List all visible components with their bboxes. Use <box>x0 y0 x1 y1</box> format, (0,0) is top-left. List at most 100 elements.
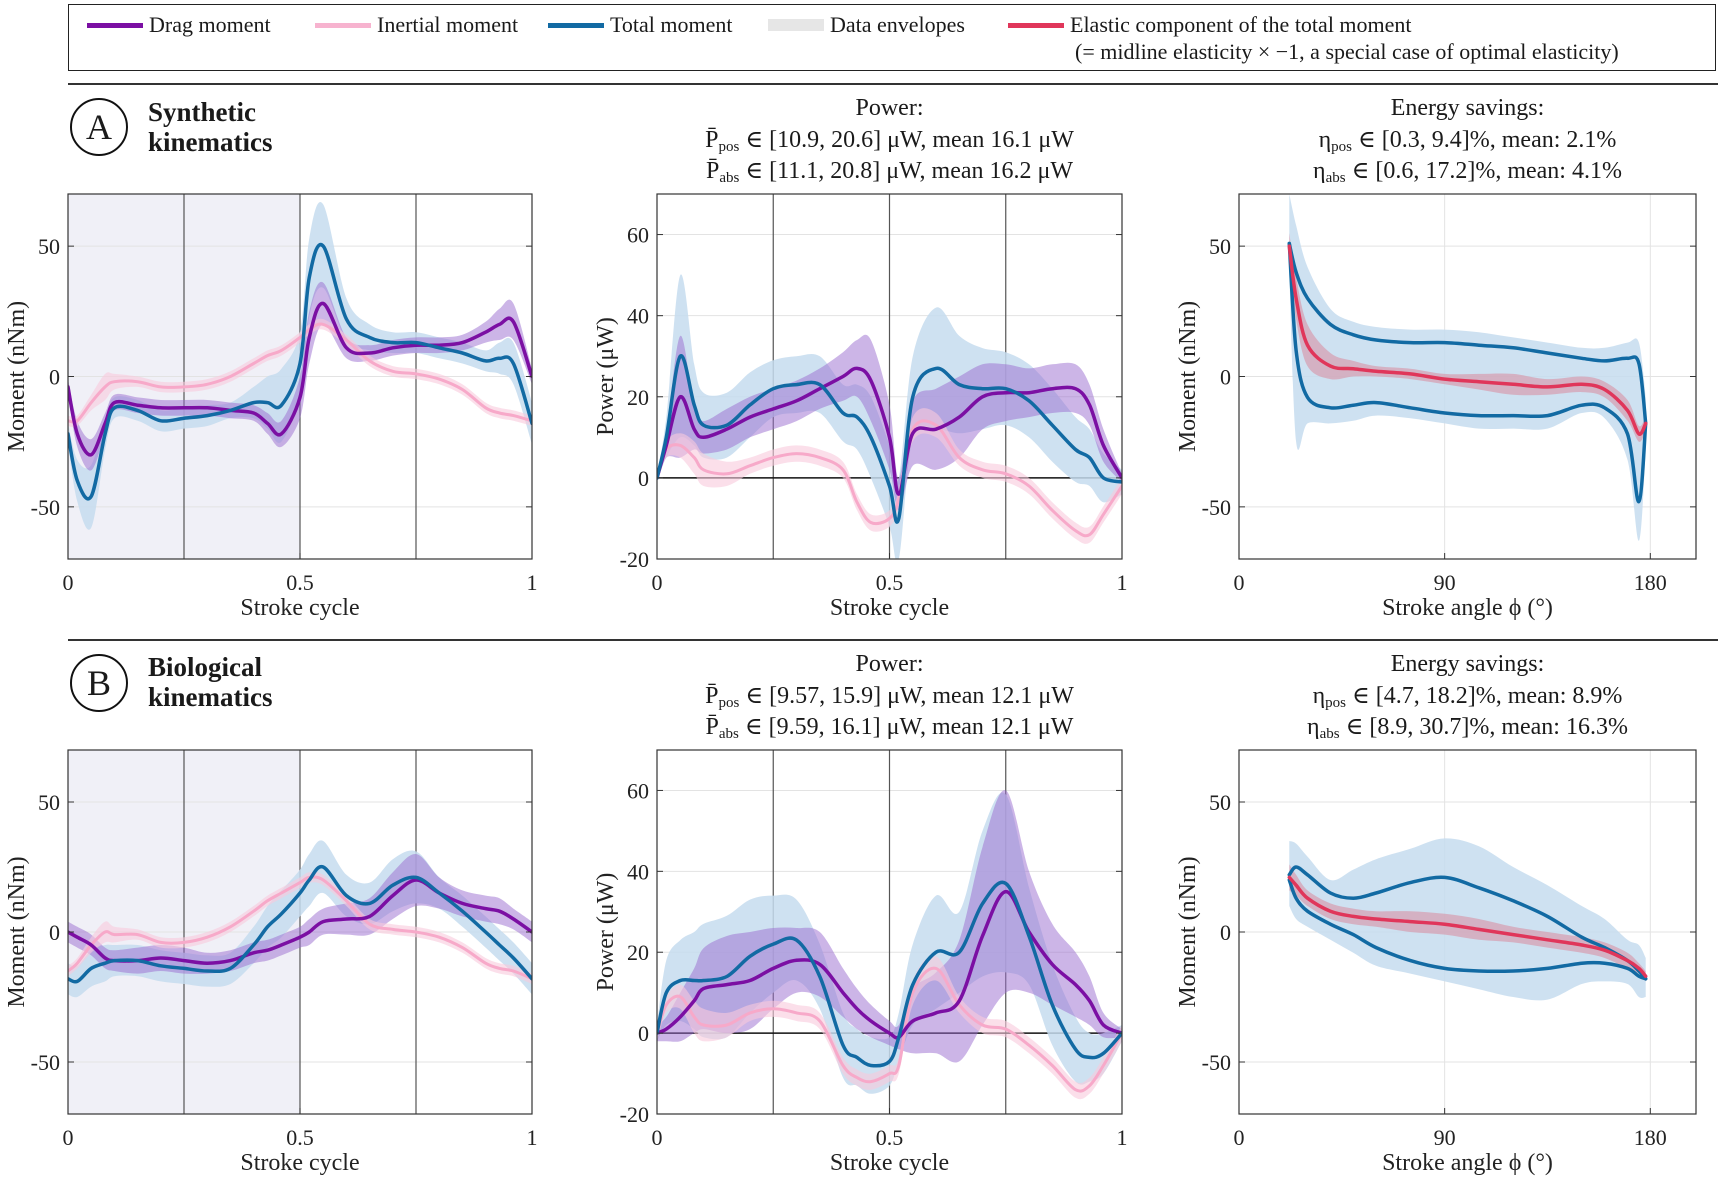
panel-title-heading: Energy savings: <box>1390 651 1545 677</box>
y-tick-label: -20 <box>620 1102 649 1127</box>
drag-moment-line <box>68 301 532 457</box>
legend-item-envelopes: Data envelopes <box>768 12 965 38</box>
drag-moment-line <box>657 889 1122 1040</box>
total-moment-line <box>657 354 1122 524</box>
x-tick-label: 180 <box>1634 570 1667 595</box>
title-symbol: η <box>1312 683 1326 709</box>
y-axis-label: Moment (nNm) <box>1175 856 1201 1007</box>
y-tick-label: 0 <box>1220 365 1231 390</box>
title-symbol: P̄ <box>705 158 720 184</box>
x-tick-label: 1 <box>1117 1125 1128 1150</box>
title-text: ∈ [0.3, 9.4]%, mean: 2.1% <box>1352 127 1617 153</box>
y-tick-label: 50 <box>1209 234 1231 259</box>
x-tick-label: 0 <box>652 570 663 595</box>
x-tick-label: 0 <box>1234 570 1245 595</box>
y-tick-label: 0 <box>638 1021 649 1046</box>
panel-letter-a: A <box>70 98 128 156</box>
y-tick-label: 0 <box>1220 920 1231 945</box>
legend-label: Elastic component of the total moment <box>1070 12 1412 37</box>
title-text: ∈ [8.9, 30.7]%, mean: 16.3% <box>1339 714 1628 740</box>
x-axis-label: Stroke cycle <box>240 595 359 621</box>
plot-area <box>1239 750 1696 1114</box>
inertial-envelope <box>657 955 1122 1100</box>
y-tick-label: 60 <box>627 223 649 248</box>
x-tick-label: 1 <box>527 570 538 595</box>
y-axis-label: Power (μW) <box>593 873 619 992</box>
inertial-envelope <box>68 318 532 428</box>
x-axis-label: Stroke angle ϕ (°) <box>1382 595 1553 621</box>
row-title-b: Biological kinematics <box>148 652 273 712</box>
total-moment-line <box>68 864 532 984</box>
elastic-envelope <box>1289 864 1646 982</box>
title-subscript: pos <box>1325 695 1347 711</box>
y-tick-label: 20 <box>627 385 649 410</box>
total-moment-lower-line <box>1287 241 1648 504</box>
chart-B-moment: -50 0 50 0 0.5 1 Stroke cycle Moment (nNm) <box>4 749 538 1176</box>
x-tick-label: 0.5 <box>286 570 314 595</box>
y-axis-label: Moment (nNm) <box>4 301 30 452</box>
y-tick-label: 20 <box>627 940 649 965</box>
drag-moment-line <box>657 366 1122 496</box>
title-subscript: abs <box>1325 170 1346 186</box>
panel-title-line: ηpos ∈ [4.7, 18.2]%, mean: 8.9% <box>1208 682 1725 717</box>
x-tick-label: 0.5 <box>876 1125 904 1150</box>
title-symbol: η <box>1318 127 1332 153</box>
legend-label: Data envelopes <box>830 12 965 37</box>
y-tick-label: 0 <box>49 365 60 390</box>
elastic-component-line <box>1287 875 1648 978</box>
legend-label: Total moment <box>610 12 733 37</box>
y-tick-label: 50 <box>1209 790 1231 815</box>
title-text: ∈ [4.7, 18.2]%, mean: 8.9% <box>1346 683 1623 709</box>
title-symbol: P̄ <box>705 683 719 709</box>
y-axis-label: Power (μW) <box>593 317 619 436</box>
row-title-line: Synthetic <box>148 97 256 127</box>
title-subscript: pos <box>1331 139 1353 155</box>
plot-area <box>68 750 532 1114</box>
row-title-a: Synthetic kinematics <box>148 97 273 157</box>
title-text: ∈ [9.59, 16.1] μW, mean 12.1 μW <box>738 714 1074 740</box>
drag-envelope <box>68 853 532 974</box>
x-tick-label: 180 <box>1634 1125 1667 1150</box>
x-tick-label: 0.5 <box>876 570 904 595</box>
title-text: ∈ [0.6, 17.2]%, mean: 4.1% <box>1345 158 1622 184</box>
title-symbol: P̄ <box>705 127 719 153</box>
row-title-line: kinematics <box>148 682 273 712</box>
inertial-moment-line <box>68 875 532 981</box>
y-tick-label: 50 <box>38 234 60 259</box>
chart-B-elastic: -50 0 50 0 90 180 Stroke angle ϕ (°) Moment (nN… <box>1175 749 1697 1176</box>
row-title-line: kinematics <box>148 127 273 157</box>
elastic-swatch-icon <box>1008 22 1064 28</box>
title-text: ∈ [11.1, 20.8] μW, mean 16.2 μW <box>739 158 1074 184</box>
legend-item-total: Total moment <box>548 12 733 38</box>
envelope-swatch-icon <box>768 19 824 31</box>
legend-label: Inertial moment <box>377 12 519 37</box>
title-text: ∈ [9.57, 15.9] μW, mean 12.1 μW <box>739 683 1074 709</box>
y-tick-label: -50 <box>1202 1050 1231 1075</box>
legend-item-drag: Drag moment <box>87 12 271 38</box>
total-moment-line <box>68 242 532 501</box>
title-subscript: abs <box>718 726 739 742</box>
panel-title-line: ηabs ∈ [0.6, 17.2]%, mean: 4.1% <box>1208 157 1725 192</box>
x-tick-label: 0 <box>1234 1125 1245 1150</box>
y-tick-label: 50 <box>38 790 60 815</box>
x-tick-label: 0 <box>652 1125 663 1150</box>
plot-area <box>1239 194 1696 559</box>
total-moment-upper-line <box>1287 241 1648 426</box>
y-tick-label: 60 <box>627 778 649 803</box>
panel-title-heading: Power: <box>855 651 924 677</box>
inertial-swatch-icon <box>315 22 371 28</box>
x-axis-label: Stroke angle ϕ (°) <box>1382 1150 1553 1176</box>
inertial-moment-line <box>68 322 532 424</box>
total-moment-lower-line <box>1287 878 1648 981</box>
panel-title-line: P̄abs ∈ [11.1, 20.8] μW, mean 16.2 μW <box>630 157 1150 192</box>
total-envelope <box>1289 194 1646 541</box>
y-tick-label: 40 <box>627 304 649 329</box>
plot-area <box>657 750 1122 1114</box>
divider <box>68 639 1718 641</box>
x-tick-label: 0.5 <box>286 1125 314 1150</box>
title-subscript: abs <box>1319 726 1340 742</box>
title-symbol: P̄ <box>705 714 719 740</box>
